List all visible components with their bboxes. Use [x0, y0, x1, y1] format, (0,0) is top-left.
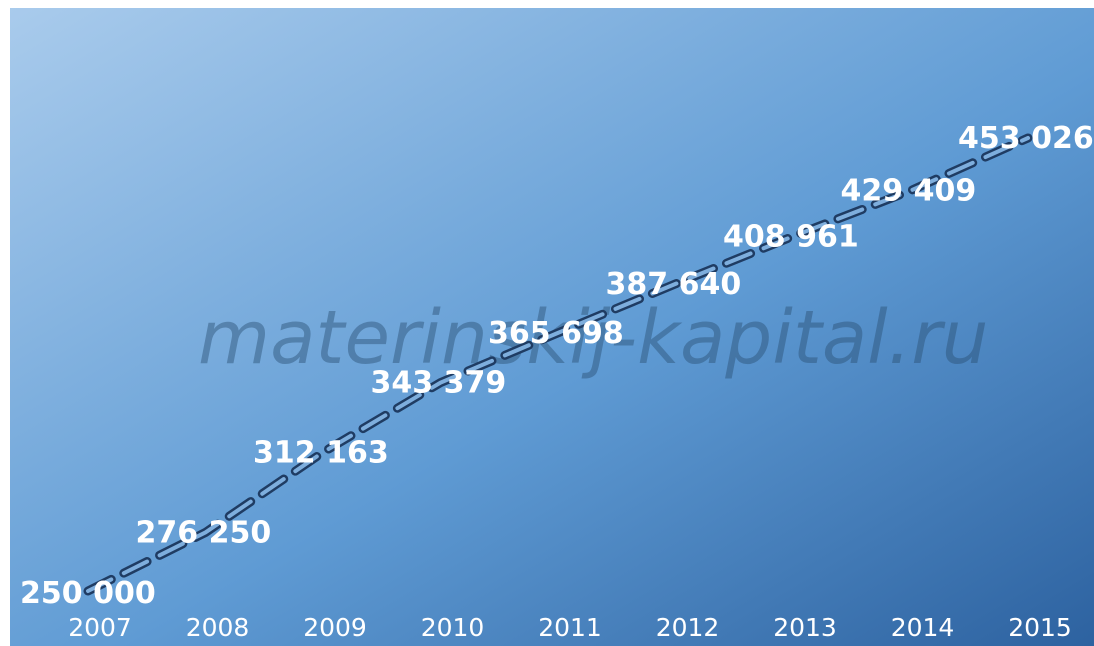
value-label-2011: 365 698	[488, 316, 624, 351]
value-label-2013: 408 961	[723, 219, 859, 254]
year-label-2012: 2012	[656, 613, 720, 642]
year-label-2011: 2011	[538, 613, 602, 642]
year-label-2010: 2010	[421, 613, 485, 642]
year-label-2013: 2013	[773, 613, 837, 642]
chart-canvas: materinskij-kapital.ru 250 000 276 250 312…	[10, 8, 1094, 646]
value-label-2007: 250 000	[20, 576, 156, 611]
year-label-2014: 2014	[891, 613, 955, 642]
value-label-2012: 387 640	[606, 267, 742, 302]
series-line	[86, 136, 1030, 593]
year-label-2009: 2009	[303, 613, 367, 642]
value-label-2014: 429 409	[841, 174, 977, 209]
chart: materinskij-kapital.ru 250 000 276 250 312…	[10, 8, 1094, 646]
year-label-2007: 2007	[68, 613, 132, 642]
watermark-text: materinskij-kapital.ru	[198, 295, 989, 381]
chart-background	[10, 8, 1094, 646]
value-label-2015: 453 026	[958, 121, 1094, 156]
year-label-2015: 2015	[1008, 613, 1072, 642]
year-label-2008: 2008	[186, 613, 250, 642]
value-label-2008: 276 250	[136, 515, 272, 550]
value-label-2010: 343 379	[371, 366, 507, 401]
value-label-2009: 312 163	[253, 435, 389, 470]
